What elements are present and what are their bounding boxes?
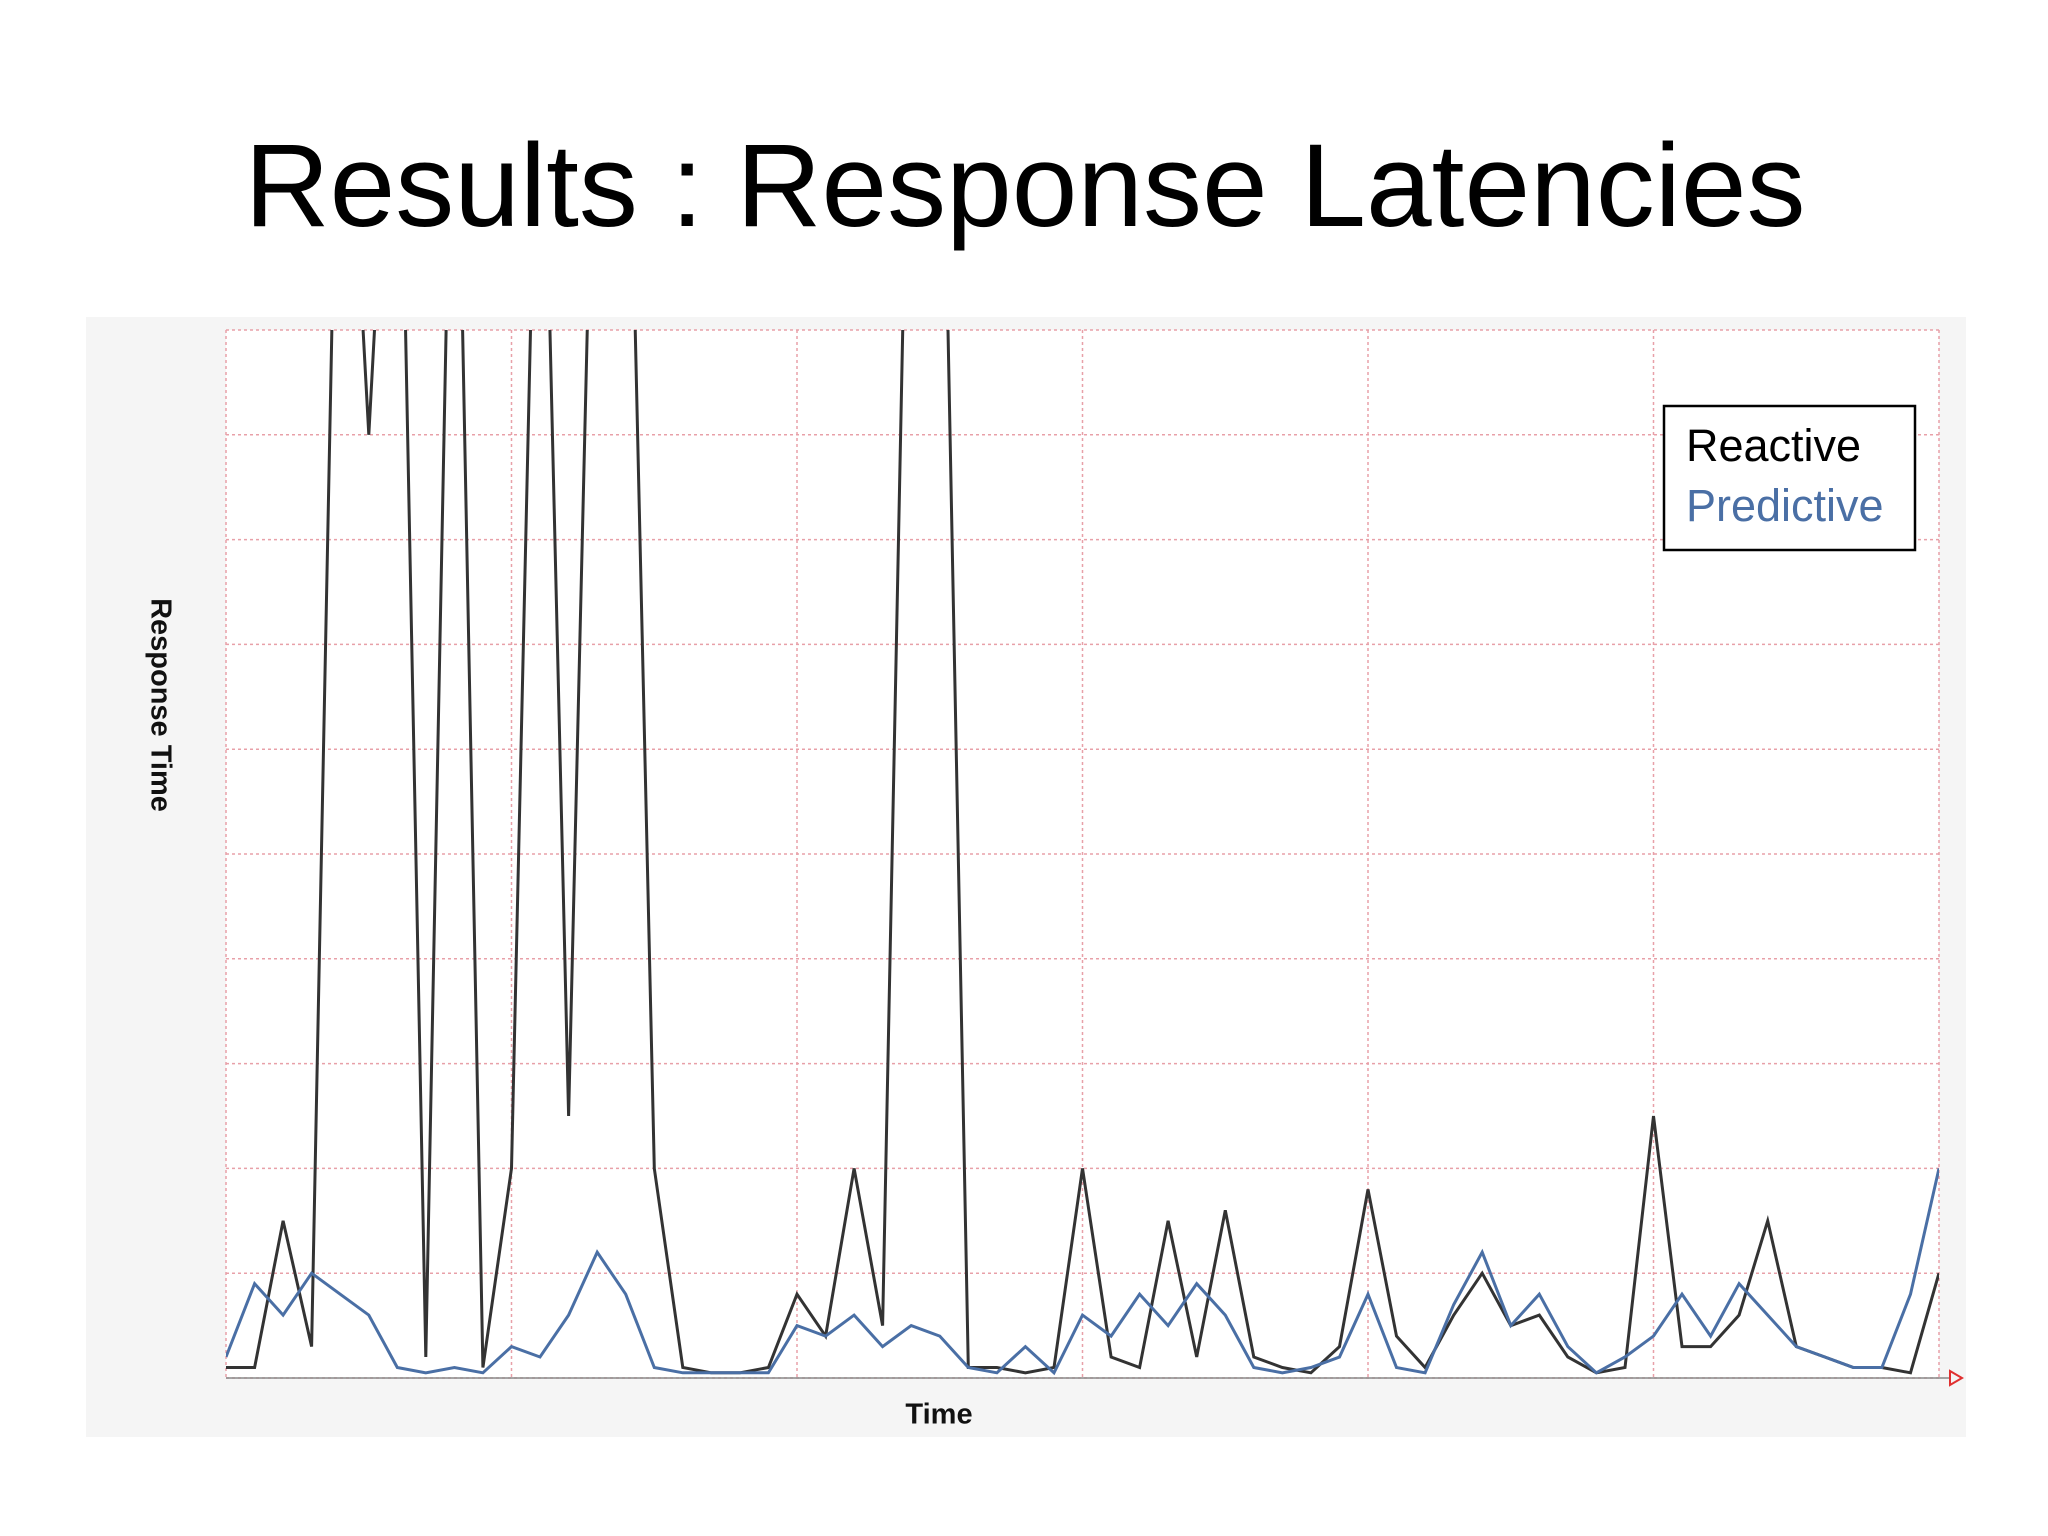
legend-entry: Reactive bbox=[1686, 420, 1861, 471]
lines bbox=[226, 330, 1939, 1376]
legend-entry: Predictive bbox=[1686, 480, 1884, 531]
grid bbox=[225, 329, 1940, 1379]
slide-title: Results : Response Latencies bbox=[244, 120, 1805, 252]
series-line bbox=[226, 330, 1939, 1375]
y-axis-label: Response Time bbox=[144, 598, 176, 812]
legend-box bbox=[1662, 404, 1917, 552]
legend: Reactive Predictive bbox=[1662, 404, 1917, 552]
axis-arrow bbox=[1949, 1369, 1964, 1387]
x-axis-label: Time bbox=[905, 1399, 972, 1431]
series-line bbox=[226, 1168, 1939, 1376]
